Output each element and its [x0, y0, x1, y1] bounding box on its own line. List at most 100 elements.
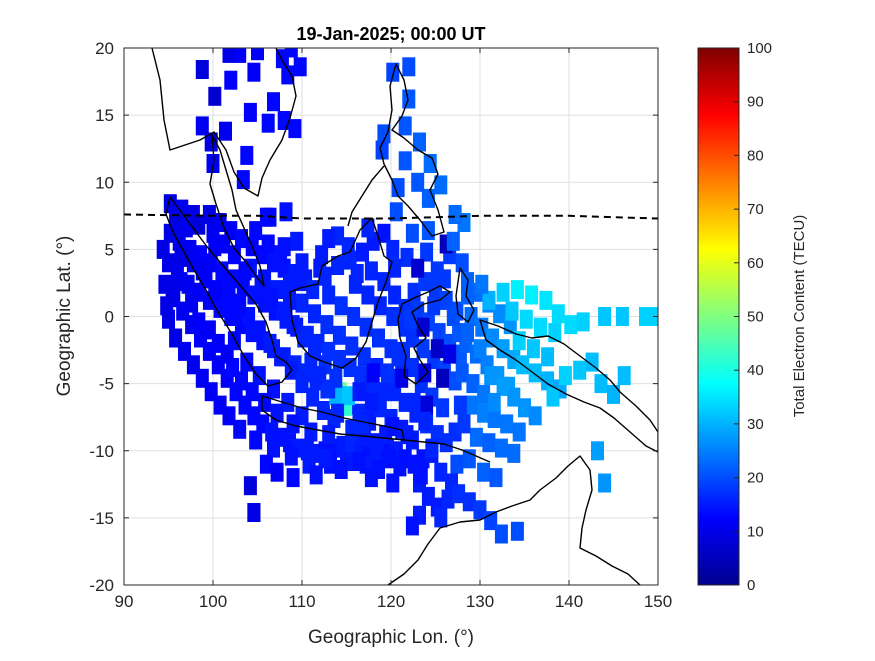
tec-cell [249, 221, 263, 241]
tec-cell [453, 395, 467, 415]
tec-cell [233, 419, 247, 439]
coastline-philippines [379, 63, 445, 237]
tec-cell [215, 261, 229, 281]
tec-cell [427, 296, 441, 316]
tec-cell [208, 237, 222, 257]
tec-cell [334, 460, 348, 479]
tec-cell [284, 446, 298, 466]
tec-cell [402, 57, 416, 77]
tec-cell [322, 285, 336, 305]
x-tick-label: 110 [288, 592, 315, 611]
tec-cell [316, 401, 330, 420]
tec-cell [386, 473, 400, 493]
tec-cell [222, 288, 236, 308]
colorbar-tick-label: 0 [747, 577, 755, 594]
tec-cell [356, 414, 369, 434]
tec-cell [202, 205, 216, 224]
tec-cells [156, 48, 658, 544]
coastline-indochina [151, 48, 297, 197]
y-tick-label: 0 [105, 308, 114, 327]
x-tick-label: 120 [377, 592, 405, 611]
tec-cell [281, 392, 295, 412]
tec-cell [235, 229, 248, 249]
tec-cell [286, 414, 300, 434]
tec-cell [295, 293, 309, 313]
tec-cell [528, 363, 542, 383]
coastline-lesser-sunda [403, 439, 491, 463]
tec-cell [208, 86, 222, 106]
tec-cell [436, 368, 450, 388]
tec-cell [446, 231, 460, 251]
tec-cell [281, 65, 295, 85]
tec-cell [247, 503, 261, 522]
tec-cell [418, 411, 432, 431]
tec-cell [448, 205, 462, 224]
tec-cell [174, 247, 188, 267]
coastline-malay-peninsula [209, 134, 265, 287]
tec-cell [322, 425, 336, 445]
tec-cell [398, 151, 412, 171]
tec-cell [434, 175, 448, 195]
tec-cell [405, 516, 419, 536]
tec-cell [594, 374, 608, 394]
tec-cell [507, 387, 521, 407]
x-tick-label: 140 [555, 592, 583, 611]
tec-cell [357, 347, 371, 367]
colorbar-tick-label: 60 [747, 255, 764, 272]
tec-cell [352, 452, 366, 471]
tec-cell [356, 242, 369, 262]
tec-cell [295, 374, 309, 394]
tec-cell [386, 62, 400, 82]
tec-cell [236, 277, 250, 297]
tec-cell [393, 457, 407, 477]
tec-cell [439, 290, 453, 310]
tec-cell [432, 323, 446, 343]
tec-cell [380, 363, 394, 383]
tec-cell [434, 462, 448, 482]
tec-cell [437, 269, 451, 289]
tec-cell [450, 454, 464, 474]
tec-cell [297, 328, 311, 348]
tec-cell [598, 307, 612, 326]
tec-cell [546, 387, 560, 407]
tec-cell [391, 178, 405, 198]
coastline-borneo [289, 217, 393, 369]
tec-cell [251, 48, 264, 61]
tec-cell [332, 325, 346, 345]
colorbar-tick-label: 90 [747, 94, 764, 111]
tec-cell [416, 317, 430, 337]
colorbar-tick-label: 50 [747, 309, 764, 326]
tec-cell [315, 245, 329, 265]
tec-cell [519, 309, 533, 329]
tec-cell [496, 376, 510, 396]
tec-cell [411, 258, 425, 278]
tec-cell [288, 119, 302, 139]
tec-cell [518, 398, 531, 418]
tec-cell [224, 70, 238, 90]
tec-cell [505, 301, 519, 321]
tec-cell [512, 422, 526, 442]
tec-cell [308, 304, 321, 324]
tec-cell [185, 293, 199, 313]
tec-cell [332, 350, 346, 369]
tec-cell [290, 231, 304, 251]
tec-cell [477, 403, 491, 423]
tec-cell [526, 339, 540, 359]
tec-cell [160, 296, 174, 316]
tec-cell [306, 387, 320, 407]
tec-cell [341, 237, 355, 257]
tec-cell [466, 395, 480, 415]
tec-cell [274, 347, 288, 367]
tec-cell [525, 285, 539, 305]
tec-cell [391, 347, 405, 367]
tec-cell [364, 392, 378, 412]
magnetic-equator-line [124, 213, 658, 220]
tec-cell [238, 261, 252, 281]
tec-cell [331, 256, 345, 275]
tec-cell [598, 473, 612, 493]
tec-cell [617, 366, 631, 386]
tec-cell [487, 409, 501, 428]
y-tick-label: 5 [105, 240, 114, 259]
tec-cell [192, 312, 206, 332]
tec-cell [386, 239, 400, 259]
